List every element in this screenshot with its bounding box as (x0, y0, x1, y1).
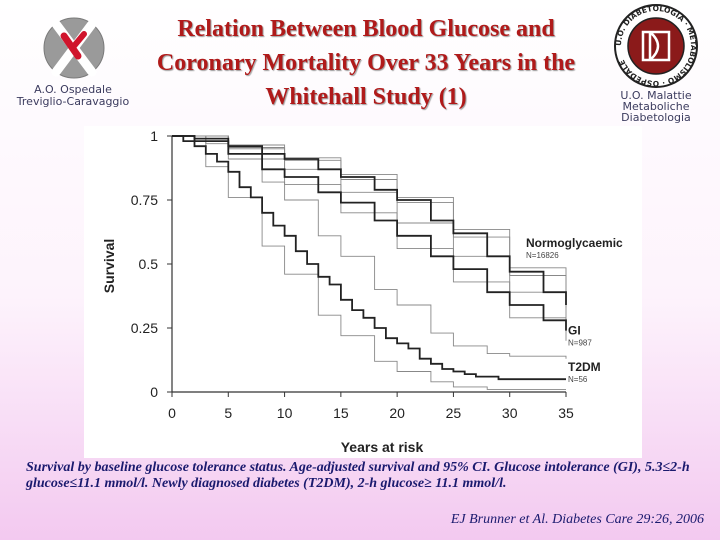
x-tick-label: 0 (168, 405, 176, 421)
x-tick-label: 10 (277, 405, 293, 421)
ci-bound-line (172, 135, 567, 303)
ci-bound-line (172, 135, 567, 341)
ci-bound-line (172, 135, 567, 359)
curve-normoglycaemic (172, 135, 567, 305)
citation: EJ Brunner et Al. Diabetes Care 29:26, 2… (450, 512, 704, 527)
x-tick-label: 5 (224, 405, 232, 421)
hospital-name: A.O. Ospedale Treviglio-Caravaggio (16, 83, 130, 108)
slide-title: Relation Between Blood Glucose and Coron… (156, 16, 576, 110)
hospital-cross-logo-icon (43, 17, 105, 79)
y-tick-label: 0.5 (139, 256, 159, 272)
diabetology-seal-icon: U.O. DIABETOLOGIA · METABOLISMO · OSPEDA… (614, 4, 698, 88)
diabetology-logo: U.O. DIABETOLOGIA · METABOLISMO · OSPEDA… (600, 2, 712, 128)
figure-caption: Survival by baseline glucose tolerance s… (26, 460, 690, 491)
x-tick-label: 25 (446, 405, 462, 421)
x-tick-label: 20 (389, 405, 405, 421)
survival-curves (172, 135, 567, 381)
series-label: T2DM (568, 360, 601, 374)
series-label: Normoglycaemic (526, 236, 623, 250)
series-n-label: N=987 (568, 339, 592, 348)
series-n-label: N=16826 (526, 251, 559, 260)
y-axis-label: Survival (101, 239, 117, 293)
y-tick-label: 0 (150, 384, 158, 400)
x-tick-label: 15 (333, 405, 349, 421)
hospital-logo: A.O. Ospedale Treviglio-Caravaggio (8, 12, 138, 112)
y-tick-label: 0.25 (131, 320, 158, 336)
curve-t2dm (172, 135, 566, 381)
diabetology-unit-name: U.O. Malattie Metaboliche Diabetologia (620, 89, 692, 124)
x-tick-label: 35 (558, 405, 574, 421)
y-tick-label: 0.75 (131, 192, 158, 208)
survival-chart: 0 0.25 0.5 0.75 1 0 5 10 15 20 25 30 35 Normoglycaem… (84, 126, 642, 458)
x-tick-label: 30 (502, 405, 518, 421)
confidence-intervals (172, 135, 567, 390)
series-label: GI (568, 324, 581, 338)
curve-gi (172, 135, 567, 331)
x-axis-label: Years at risk (341, 439, 424, 455)
y-tick-label: 1 (150, 128, 158, 144)
series-n-label: N=56 (568, 375, 588, 384)
ci-bound-line (172, 135, 566, 390)
